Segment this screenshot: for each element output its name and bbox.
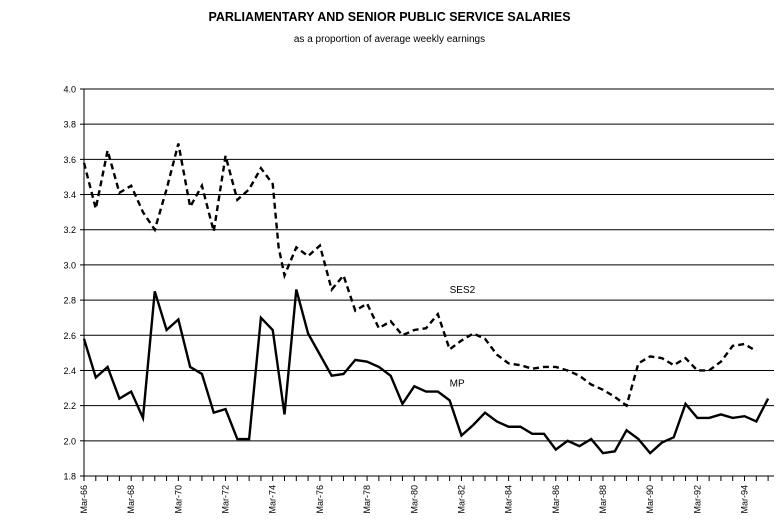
y-tick-label: 3.2 bbox=[63, 225, 76, 235]
series-lines bbox=[82, 143, 770, 455]
series-label-mp: MP bbox=[450, 378, 465, 389]
chart-title: PARLIAMENTARY AND SENIOR PUBLIC SERVICE … bbox=[208, 10, 571, 24]
y-tick-label: 3.0 bbox=[63, 260, 76, 270]
x-tick-label: Mar-92 bbox=[692, 485, 702, 514]
y-tick-label: 3.4 bbox=[63, 190, 76, 200]
x-tick-label: Mar-74 bbox=[268, 485, 278, 514]
grid-lines bbox=[84, 88, 774, 442]
axes: 1.8 2.0 2.2 2.4 2.6 2.8 3.0 3.2 3.4 3.6 3.8 4.0 Mar-… bbox=[63, 85, 774, 514]
series-line-ses2 bbox=[82, 143, 757, 408]
annotations: SES2 MP bbox=[450, 285, 476, 389]
x-tick-label: Mar-68 bbox=[126, 485, 136, 514]
y-tick-label: 4.0 bbox=[63, 85, 76, 95]
chart-subtitle: as a proportion of average weekly earnin… bbox=[293, 34, 486, 45]
x-tick-label: Mar-84 bbox=[504, 485, 514, 514]
x-tick-label: Mar-88 bbox=[598, 485, 608, 514]
x-tick-label: Mar-72 bbox=[221, 485, 231, 514]
y-tick-label: 2.2 bbox=[63, 401, 76, 411]
x-tick-label: Mar-94 bbox=[740, 485, 750, 514]
y-tick-label: 3.6 bbox=[63, 155, 76, 165]
x-tick-label: Mar-82 bbox=[456, 485, 466, 514]
x-tick-label: Mar-86 bbox=[551, 485, 561, 514]
y-tick-label: 2.0 bbox=[63, 436, 76, 446]
y-tick-label: 2.6 bbox=[63, 331, 76, 341]
series-line-mp bbox=[82, 289, 770, 455]
x-tick-label: Mar-78 bbox=[362, 485, 372, 514]
series-label-ses2: SES2 bbox=[450, 285, 476, 296]
y-tick-label: 3.8 bbox=[63, 120, 76, 130]
x-tick-label: Mar-80 bbox=[409, 485, 419, 514]
x-tick-label: Mar-76 bbox=[315, 485, 325, 514]
x-tick-label: Mar-70 bbox=[173, 485, 183, 514]
y-tick-label: 2.4 bbox=[63, 366, 76, 376]
x-tick-label: Mar-66 bbox=[79, 485, 89, 514]
x-tick-label: Mar-90 bbox=[645, 485, 655, 514]
y-tick-label: 2.8 bbox=[63, 296, 76, 306]
y-tick-label: 1.8 bbox=[63, 472, 76, 482]
